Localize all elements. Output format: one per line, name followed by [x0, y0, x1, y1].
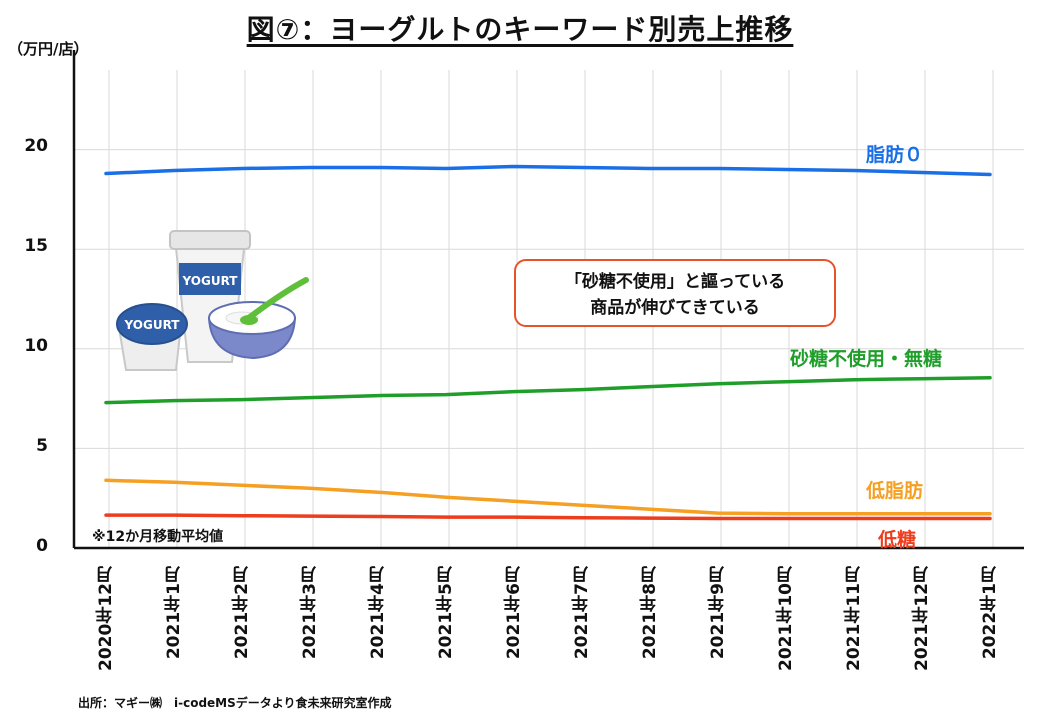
moving-average-note: ※12か月移動平均値 — [92, 529, 224, 545]
x-tick-label: 2021年1月 — [164, 566, 184, 660]
x-tick-label: 2021年8月 — [640, 566, 660, 660]
x-tick-label: 2020年12月 — [96, 566, 116, 671]
annotation-line-2: 商品が伸びてきている — [590, 298, 760, 318]
y-axis-unit: （万円/店） — [8, 40, 89, 58]
yogurt-illustration: YOGURT YOGURT — [116, 230, 309, 371]
x-tick-label: 2021年10月 — [776, 566, 796, 671]
annotation-line-1: 「砂糖不使用」と謳っている — [564, 272, 786, 292]
y-tick-10: 10 — [24, 336, 48, 356]
yogurt-bowl-icon — [207, 277, 309, 360]
y-tick-0: 0 — [36, 536, 48, 556]
series-label-low-fat: 低脂肪 — [866, 480, 924, 502]
gridlines — [74, 70, 1024, 548]
annotation-callout: 「砂糖不使用」と謳っている 商品が伸びてきている — [514, 259, 836, 327]
x-tick-label: 2021年5月 — [436, 566, 456, 660]
series-label-fat-zero: 脂肪０ — [866, 144, 924, 166]
x-tick-label: 2021年11月 — [844, 566, 864, 671]
x-tick-label: 2021年12月 — [912, 566, 932, 671]
series-label-sugar-free: 砂糖不使用・無糖 — [790, 348, 943, 370]
chart-title: 図⑦：ヨーグルトのキーワード別売上推移 — [246, 13, 794, 46]
series-line-2 — [104, 478, 992, 516]
source-note: 出所：マギー㈱ i-codeMSデータより食未来研究室作成 — [78, 696, 392, 710]
y-tick-5: 5 — [36, 436, 48, 456]
series-line-1 — [104, 375, 992, 405]
y-tick-20: 20 — [24, 136, 48, 156]
series-line-0 — [104, 164, 992, 177]
yogurt-cup-label: YOGURT — [182, 274, 239, 288]
x-tick-label: 2021年4月 — [368, 566, 388, 660]
series-line-3 — [104, 513, 992, 521]
x-tick-label: 2021年3月 — [300, 566, 320, 660]
x-tick-label: 2021年7月 — [572, 566, 592, 660]
yogurt-container-icon: YOGURT — [116, 303, 188, 371]
series-label-low-sugar: 低糖 — [878, 529, 917, 551]
x-tick-label: 2021年6月 — [504, 566, 524, 660]
series-lines — [104, 164, 992, 521]
y-tick-15: 15 — [24, 236, 48, 256]
axes — [72, 50, 1024, 550]
x-tick-label: 2021年9月 — [708, 566, 728, 660]
x-tick-label: 2021年2月 — [232, 566, 252, 660]
yogurt-lid-label: YOGURT — [124, 318, 181, 332]
x-tick-label: 2022年1月 — [980, 566, 1000, 660]
